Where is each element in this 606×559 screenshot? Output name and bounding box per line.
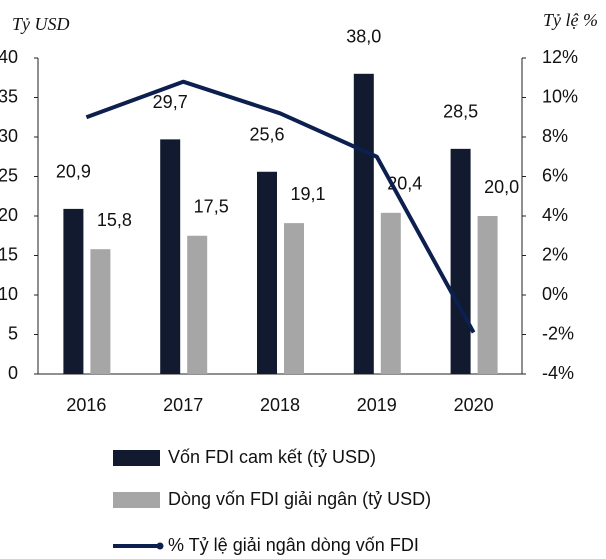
- legend-label: Vốn FDI cam kết (tỷ USD): [168, 447, 376, 467]
- bar: [450, 148, 471, 374]
- legend-dot: [156, 542, 164, 550]
- y-axis-title: Tỷ USD: [12, 14, 70, 34]
- bar: [90, 249, 111, 374]
- data-label: 19,1: [290, 184, 325, 204]
- y2-tick-label: 2%: [542, 244, 568, 264]
- data-label: 20,0: [484, 177, 519, 197]
- y-tick-label: 15: [0, 244, 18, 264]
- y-tick-label: 30: [0, 126, 18, 146]
- data-label: 20,9: [56, 162, 91, 182]
- y-tick-label: 0: [8, 363, 18, 383]
- y2-tick-label: 0%: [542, 284, 568, 304]
- y2-tick-label: 4%: [542, 205, 568, 225]
- y-tick-label: 40: [0, 47, 18, 67]
- y-tick-label: 10: [0, 284, 18, 304]
- y2-axis-title: Tỷ lệ %: [543, 10, 598, 30]
- data-label: 15,8: [97, 210, 132, 230]
- data-label: 38,0: [346, 27, 381, 47]
- y2-tick-label: 12%: [542, 47, 578, 67]
- x-tick-label: 2017: [163, 395, 203, 415]
- data-label: 25,6: [249, 125, 284, 145]
- y-tick-label: 20: [0, 205, 18, 225]
- x-tick-label: 2019: [357, 395, 397, 415]
- y-tick-label: 35: [0, 86, 18, 106]
- x-tick-label: 2016: [66, 395, 106, 415]
- legend-label: Dòng vốn FDI giải ngân (tỷ USD): [168, 489, 431, 509]
- data-label: 29,7: [153, 92, 188, 112]
- bar: [257, 171, 277, 374]
- legend-label: % Tỷ lệ giải ngân dòng vốn FDI: [168, 535, 419, 555]
- y2-tick-label: -2%: [542, 323, 574, 343]
- bar: [284, 223, 304, 374]
- bar: [187, 235, 208, 374]
- legend-swatch: [113, 450, 160, 466]
- bar: [380, 212, 401, 374]
- bar: [353, 73, 374, 375]
- x-tick-label: 2018: [260, 395, 300, 415]
- bar: [160, 139, 181, 374]
- x-tick-label: 2020: [454, 395, 494, 415]
- data-label: 28,5: [443, 102, 478, 122]
- y2-tick-label: 10%: [542, 86, 578, 106]
- y2-tick-label: 6%: [542, 165, 568, 185]
- y2-tick-label: -4%: [542, 363, 574, 383]
- y-tick-label: 5: [8, 323, 18, 343]
- bar: [63, 208, 84, 374]
- line-series: [85, 79, 476, 334]
- y-tick-label: 25: [0, 165, 18, 185]
- data-label: 17,5: [194, 197, 229, 217]
- bar: [477, 216, 498, 374]
- legend-swatch: [113, 492, 160, 508]
- y2-tick-label: 8%: [542, 126, 568, 146]
